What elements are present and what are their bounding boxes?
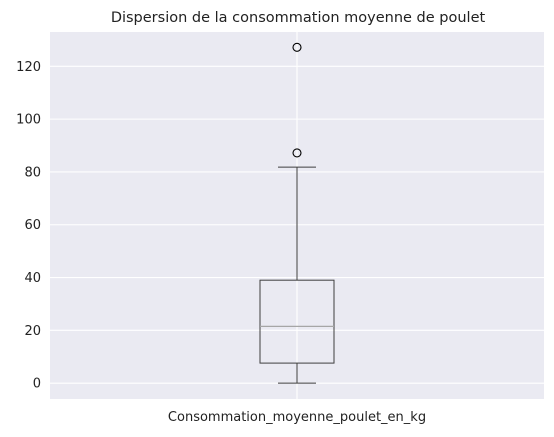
y-tick-label-120: 120: [16, 60, 41, 75]
x-tick-label: Consommation_moyenne_poulet_en_kg: [168, 410, 426, 425]
chart-title: Dispersion de la consommation moyenne de…: [111, 10, 486, 26]
box-plot: [259, 42, 335, 384]
y-tick-label-40: 40: [24, 271, 41, 286]
outlier-point-1: [292, 148, 302, 158]
y-tick-label-20: 20: [24, 324, 41, 339]
interquartile-box: [259, 279, 335, 364]
y-tick-label-0: 0: [33, 377, 41, 392]
y-tick-label-80: 80: [24, 165, 41, 180]
outlier-point-2: [292, 42, 302, 52]
y-tick-labels: 0 20 40 60 80 100 120: [16, 60, 41, 392]
y-tick-label-60: 60: [24, 218, 41, 233]
y-tick-label-100: 100: [16, 113, 41, 128]
